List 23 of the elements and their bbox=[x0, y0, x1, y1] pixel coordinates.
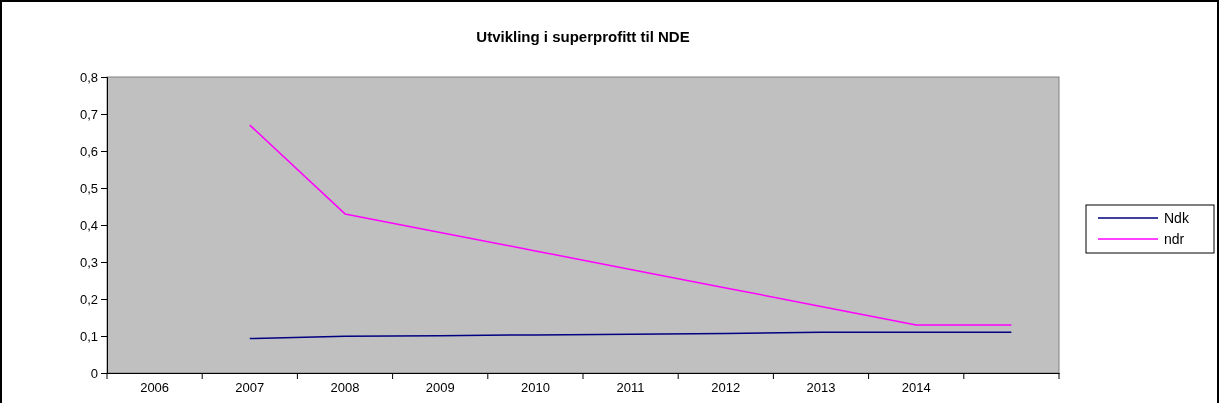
x-tick-label: 2010 bbox=[520, 379, 550, 395]
legend-label: ndr bbox=[1164, 231, 1185, 247]
x-tick-label: 2014 bbox=[901, 379, 931, 395]
legend-label: Ndk bbox=[1164, 210, 1190, 226]
chart-title: Utvikling i superprofitt til NDE bbox=[476, 28, 690, 45]
x-tick-label: 2013 bbox=[806, 379, 836, 395]
y-tick-label: 0,4 bbox=[79, 217, 98, 233]
x-tick-label: 2008 bbox=[330, 379, 360, 395]
line-series bbox=[249, 331, 1013, 340]
line-series bbox=[249, 124, 1013, 326]
x-tick-label: 2009 bbox=[425, 379, 455, 395]
x-tick-label: 2006 bbox=[140, 379, 170, 395]
y-tick-label: 0,7 bbox=[79, 106, 98, 122]
y-tick-label: 0,2 bbox=[79, 291, 98, 307]
x-tick-label: 2007 bbox=[235, 379, 265, 395]
y-tick-label: 0 bbox=[90, 365, 98, 381]
y-tick-label: 0,6 bbox=[79, 143, 98, 159]
x-tick-label: 2011 bbox=[616, 379, 645, 395]
y-tick-label: 0,1 bbox=[79, 328, 98, 344]
y-tick-label: 0,8 bbox=[79, 69, 98, 85]
y-tick-label: 0,5 bbox=[79, 180, 98, 196]
x-tick-label: 2012 bbox=[711, 379, 741, 395]
y-tick-label: 0,3 bbox=[79, 254, 98, 270]
